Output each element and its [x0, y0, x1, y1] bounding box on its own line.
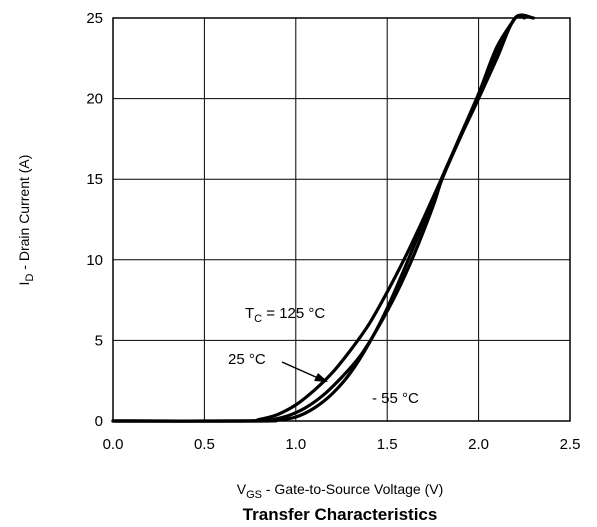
y-tick-label: 25 [86, 10, 103, 27]
series-line-0 [111, 16, 517, 423]
annotation-arrow-line [281, 361, 319, 379]
annotation-arrowhead [314, 373, 328, 382]
x-tick-label: 0.5 [194, 436, 215, 453]
y-tick-label: 0 [95, 413, 103, 430]
plot-frame [112, 17, 571, 422]
x-tick-label: 0.0 [103, 436, 124, 453]
y-axis-label: ID - Drain Current (A) [16, 155, 36, 286]
x-tick-label: 1.5 [377, 436, 398, 453]
y-tick-label: 5 [95, 332, 103, 349]
annotation-25c: 25 °C [228, 351, 266, 368]
curves [111, 13, 535, 423]
y-tick-label: 10 [86, 252, 103, 269]
x-axis-label: VGS - Gate-to-Source Voltage (V) [237, 481, 444, 501]
annotation-tc-125: TC = 125 °C [245, 305, 325, 325]
x-tick-label: 2.5 [560, 436, 581, 453]
y-tick-label: 15 [86, 171, 103, 188]
series-line-1 [111, 13, 526, 423]
x-tick-label: 2.0 [468, 436, 489, 453]
y-tick-labels: 0 5 10 15 20 25 [86, 10, 103, 430]
chart-title: Transfer Characteristics [243, 505, 438, 524]
y-tick-label: 20 [86, 91, 103, 108]
x-tick-labels: 0.0 0.5 1.0 1.5 2.0 2.5 [103, 436, 581, 453]
x-tick-label: 1.0 [285, 436, 306, 453]
grid-lines [113, 18, 570, 421]
series-line-2 [111, 13, 535, 423]
annotation-minus-55c: - 55 °C [372, 390, 419, 407]
